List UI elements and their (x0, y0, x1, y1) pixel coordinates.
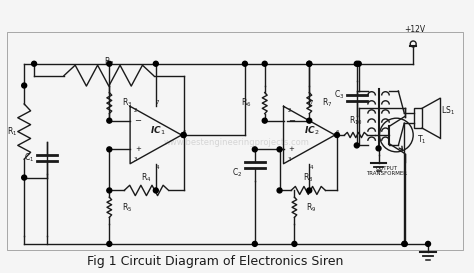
Text: R$_9$: R$_9$ (306, 201, 317, 213)
Circle shape (252, 147, 257, 152)
Circle shape (307, 61, 312, 66)
Text: 6: 6 (182, 130, 186, 135)
Circle shape (22, 175, 27, 180)
Text: −: − (135, 116, 142, 125)
Text: 4: 4 (156, 165, 160, 170)
Circle shape (22, 83, 27, 88)
Text: R$_1$: R$_1$ (7, 125, 18, 138)
Text: −: − (288, 116, 295, 125)
Circle shape (154, 188, 158, 193)
Circle shape (277, 147, 282, 152)
Text: IC$_2$: IC$_2$ (303, 125, 319, 137)
Text: C$_2$: C$_2$ (232, 166, 242, 179)
Text: 7: 7 (310, 100, 313, 105)
Text: 6: 6 (336, 130, 339, 135)
Circle shape (277, 188, 282, 193)
Text: +12V: +12V (405, 25, 426, 34)
Circle shape (107, 188, 112, 193)
Text: R$_7$: R$_7$ (322, 97, 332, 109)
Circle shape (376, 146, 381, 151)
Circle shape (354, 61, 359, 66)
Circle shape (426, 241, 430, 246)
Circle shape (107, 118, 112, 123)
Circle shape (242, 61, 247, 66)
Circle shape (107, 61, 112, 66)
Text: R$_8$: R$_8$ (303, 171, 313, 183)
Text: R$_2$: R$_2$ (104, 55, 114, 68)
Circle shape (181, 132, 186, 138)
Circle shape (354, 143, 359, 148)
Circle shape (181, 132, 186, 138)
Bar (414, 108, 422, 128)
Text: T$_1$: T$_1$ (417, 134, 427, 146)
Text: R$_6$: R$_6$ (241, 97, 252, 109)
Circle shape (402, 241, 407, 246)
Text: 3: 3 (288, 157, 291, 162)
Text: OUTPUT
TRANSFORMER: OUTPUT TRANSFORMER (366, 166, 407, 177)
Text: LS$_1$: LS$_1$ (441, 104, 455, 117)
Circle shape (107, 147, 112, 152)
Bar (8, 32, 463, 250)
Circle shape (402, 241, 407, 246)
Text: R$_3$: R$_3$ (122, 97, 133, 109)
Text: 7: 7 (156, 100, 160, 105)
Text: R$_{10}$: R$_{10}$ (349, 115, 363, 127)
Circle shape (262, 61, 267, 66)
Text: +: + (289, 146, 294, 152)
Circle shape (307, 118, 312, 123)
Text: www.bestengineeringprojects.com: www.bestengineeringprojects.com (164, 138, 310, 147)
Text: R$_5$: R$_5$ (122, 201, 132, 213)
Circle shape (262, 118, 267, 123)
Circle shape (307, 188, 312, 193)
Circle shape (154, 61, 158, 66)
Circle shape (335, 132, 339, 138)
Text: 4: 4 (310, 165, 313, 170)
Text: IC$_1$: IC$_1$ (150, 125, 165, 137)
Circle shape (252, 241, 257, 246)
Text: 2: 2 (134, 108, 137, 113)
Text: +: + (135, 146, 141, 152)
Text: 3: 3 (134, 157, 137, 162)
Circle shape (32, 61, 36, 66)
Text: Fig 1 Circuit Diagram of Electronics Siren: Fig 1 Circuit Diagram of Electronics Sir… (87, 255, 343, 268)
Circle shape (356, 61, 361, 66)
Circle shape (292, 241, 297, 246)
Circle shape (107, 241, 112, 246)
Text: C$_1$: C$_1$ (24, 152, 34, 164)
Text: R$_4$: R$_4$ (141, 171, 152, 183)
Text: 2: 2 (288, 108, 291, 113)
Text: C$_3$: C$_3$ (334, 88, 344, 101)
Circle shape (307, 61, 312, 66)
